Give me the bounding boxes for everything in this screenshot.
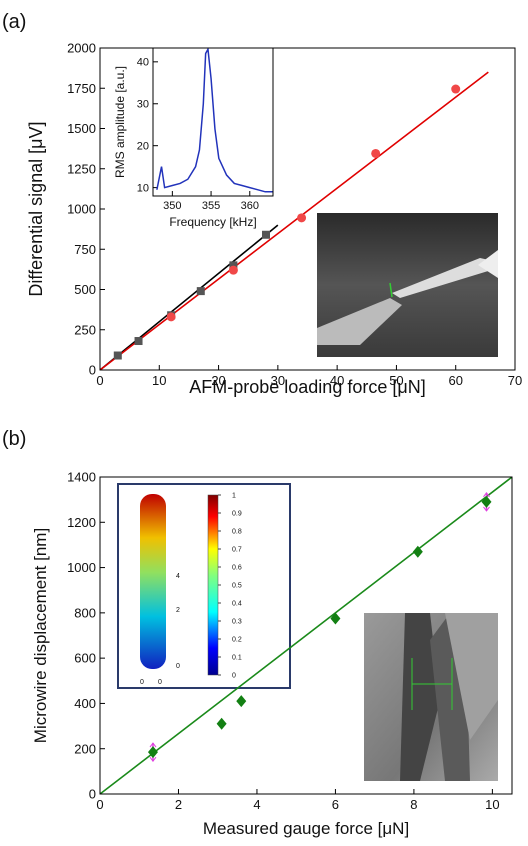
- x-tick-label: 0: [96, 373, 103, 388]
- model-tick-label: 0: [176, 663, 180, 670]
- error-cap: [149, 742, 157, 763]
- y-axis-label: Microwire displacement [nm]: [31, 528, 50, 743]
- point: [330, 612, 341, 625]
- point: [166, 312, 176, 322]
- point: [147, 746, 158, 759]
- chart: (b)0 2 4 6 8 100200400600800100012001400Measu…: [2, 428, 513, 838]
- point: [113, 351, 122, 360]
- point: [481, 495, 492, 508]
- x-tick-label: 40: [330, 373, 344, 388]
- colorbar-tick-label: 0.5: [232, 583, 242, 590]
- point: [451, 84, 461, 94]
- point: [236, 695, 247, 708]
- colorbar-tick-label: 1: [232, 493, 236, 500]
- y-tick-label: 1000: [67, 202, 96, 217]
- y-tick-label: 1400: [67, 470, 96, 485]
- colorbar-tick-label: 0.8: [232, 529, 242, 536]
- plot-frame: [99, 476, 513, 795]
- sem-photo: [364, 613, 498, 781]
- y-tick-label: 2000: [67, 41, 96, 56]
- y-tick-label: 30: [137, 99, 149, 111]
- point: [134, 337, 143, 346]
- colorbar-tick-label: 0: [232, 673, 236, 680]
- error-cap: [483, 492, 490, 512]
- y-axis-label: Differential signal [μV]: [26, 121, 46, 296]
- line: [100, 224, 279, 370]
- y-tick-label: 1750: [67, 81, 96, 96]
- line: [156, 48, 273, 193]
- model-tick-label: 2: [176, 607, 180, 614]
- model-tick-label: 0: [158, 679, 162, 686]
- panel-label: (b): [2, 428, 26, 450]
- inset-background: [153, 48, 273, 196]
- point: [229, 261, 238, 270]
- x-tick-label: 50: [389, 373, 403, 388]
- y-tick-label: 0: [89, 363, 96, 378]
- line: [100, 477, 512, 794]
- y-tick-label: 40: [137, 57, 149, 69]
- point: [371, 148, 381, 158]
- y-tick-label: 1500: [67, 121, 96, 136]
- y-tick-label: 10: [137, 182, 149, 194]
- x-tick-label: 360: [241, 200, 259, 212]
- line: [100, 71, 489, 370]
- y-axis-label: RMS amplitude [a.u.]: [113, 66, 127, 178]
- model-tick-label: 0: [140, 679, 144, 686]
- y-tick-label: 750: [74, 242, 96, 257]
- x-tick-label: 70: [508, 373, 522, 388]
- model-tick-label: 4: [176, 573, 180, 580]
- plot-frame: [152, 47, 274, 197]
- panel-label: (a): [2, 11, 26, 33]
- y-tick-label: 500: [74, 282, 96, 297]
- colorbar-tick-label: 0.7: [232, 547, 242, 554]
- colorbar-tick-label: 0.3: [232, 619, 242, 626]
- y-tick-label: 600: [74, 651, 96, 666]
- colorbar-tick-label: 0.2: [232, 637, 242, 644]
- y-tick-label: 400: [74, 696, 96, 711]
- x-tick-label: 0: [96, 797, 103, 812]
- colorbar-tick-label: 0.1: [232, 655, 242, 662]
- point: [216, 717, 227, 730]
- point: [297, 213, 307, 223]
- fem-inset: [117, 483, 291, 689]
- x-tick-label: 60: [448, 373, 462, 388]
- y-tick-label: 250: [74, 322, 96, 337]
- x-tick-label: 10: [485, 797, 499, 812]
- x-tick-label: 355: [202, 200, 220, 212]
- sem-photo: [317, 213, 498, 357]
- colorbar-tick-label: 0.9: [232, 511, 242, 518]
- chart: (a) 0 10 20 30 40 50 60 70 0 250 500 750 1000 1250 1500…: [2, 11, 522, 397]
- x-axis-label: Measured gauge force [μN]: [203, 819, 409, 838]
- point: [262, 230, 270, 239]
- x-tick-label: 10: [152, 373, 166, 388]
- x-tick-label: 6: [332, 797, 339, 812]
- y-tick-label: 1200: [67, 515, 96, 530]
- x-tick-label: 350: [163, 200, 181, 212]
- x-tick-label: 30: [271, 373, 285, 388]
- colorbar-tick-label: 0.6: [232, 565, 242, 572]
- point: [412, 545, 423, 558]
- y-tick-label: 800: [74, 605, 96, 620]
- plot-frame: [99, 47, 516, 371]
- colorbar-tick-label: 0.4: [232, 601, 242, 608]
- point: [196, 287, 205, 296]
- y-tick-label: 1000: [67, 560, 96, 575]
- x-tick-label: 20: [211, 373, 225, 388]
- x-tick-label: 4: [253, 797, 260, 812]
- y-tick-label: 0: [89, 787, 96, 802]
- point: [228, 265, 238, 275]
- y-tick-label: 20: [137, 141, 149, 153]
- y-tick-label: 1250: [67, 161, 96, 176]
- x-tick-label: 2: [175, 797, 182, 812]
- x-axis-label: Frequency [kHz]: [169, 215, 256, 229]
- x-tick-label: 8: [410, 797, 417, 812]
- x-axis-label: AFM-probe loading force [μN]: [189, 377, 425, 397]
- chart: 350 355 360 10 20 30 40 Frequency [kHz] RMS ampl…: [113, 47, 274, 229]
- y-tick-label: 200: [74, 741, 96, 756]
